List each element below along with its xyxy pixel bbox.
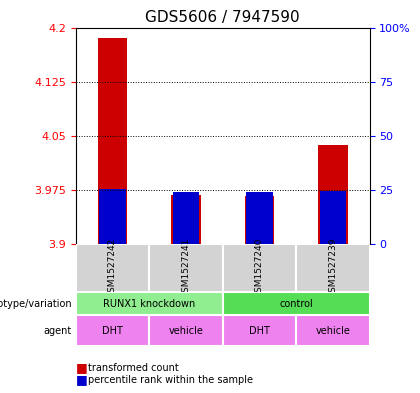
Bar: [320, 191, 346, 244]
FancyBboxPatch shape: [223, 292, 370, 315]
FancyBboxPatch shape: [76, 292, 223, 315]
Text: GSM1527239: GSM1527239: [328, 238, 337, 298]
Bar: [246, 192, 273, 244]
FancyBboxPatch shape: [296, 244, 370, 292]
FancyBboxPatch shape: [76, 244, 149, 292]
FancyBboxPatch shape: [223, 244, 296, 292]
Text: genotype/variation: genotype/variation: [0, 299, 72, 309]
Bar: [318, 145, 348, 244]
Text: DHT: DHT: [249, 326, 270, 336]
Title: GDS5606 / 7947590: GDS5606 / 7947590: [145, 10, 300, 25]
Text: GSM1527241: GSM1527241: [181, 238, 190, 298]
Text: vehicle: vehicle: [315, 326, 350, 336]
Text: percentile rank within the sample: percentile rank within the sample: [88, 375, 253, 385]
Bar: [244, 196, 274, 244]
Bar: [99, 189, 126, 244]
Bar: [171, 195, 201, 244]
Text: transformed count: transformed count: [88, 364, 179, 373]
Bar: [97, 39, 127, 244]
FancyBboxPatch shape: [149, 244, 223, 292]
FancyBboxPatch shape: [149, 315, 223, 346]
Text: vehicle: vehicle: [168, 326, 203, 336]
Text: DHT: DHT: [102, 326, 123, 336]
Text: control: control: [279, 299, 313, 309]
Bar: [173, 192, 199, 244]
Text: agent: agent: [44, 326, 72, 336]
Text: RUNX1 knockdown: RUNX1 knockdown: [103, 299, 195, 309]
FancyBboxPatch shape: [223, 315, 296, 346]
Text: ■: ■: [76, 362, 87, 375]
Text: GSM1527240: GSM1527240: [255, 238, 264, 298]
FancyBboxPatch shape: [76, 315, 149, 346]
FancyBboxPatch shape: [296, 315, 370, 346]
Text: ■: ■: [76, 373, 87, 386]
Text: GSM1527242: GSM1527242: [108, 238, 117, 298]
